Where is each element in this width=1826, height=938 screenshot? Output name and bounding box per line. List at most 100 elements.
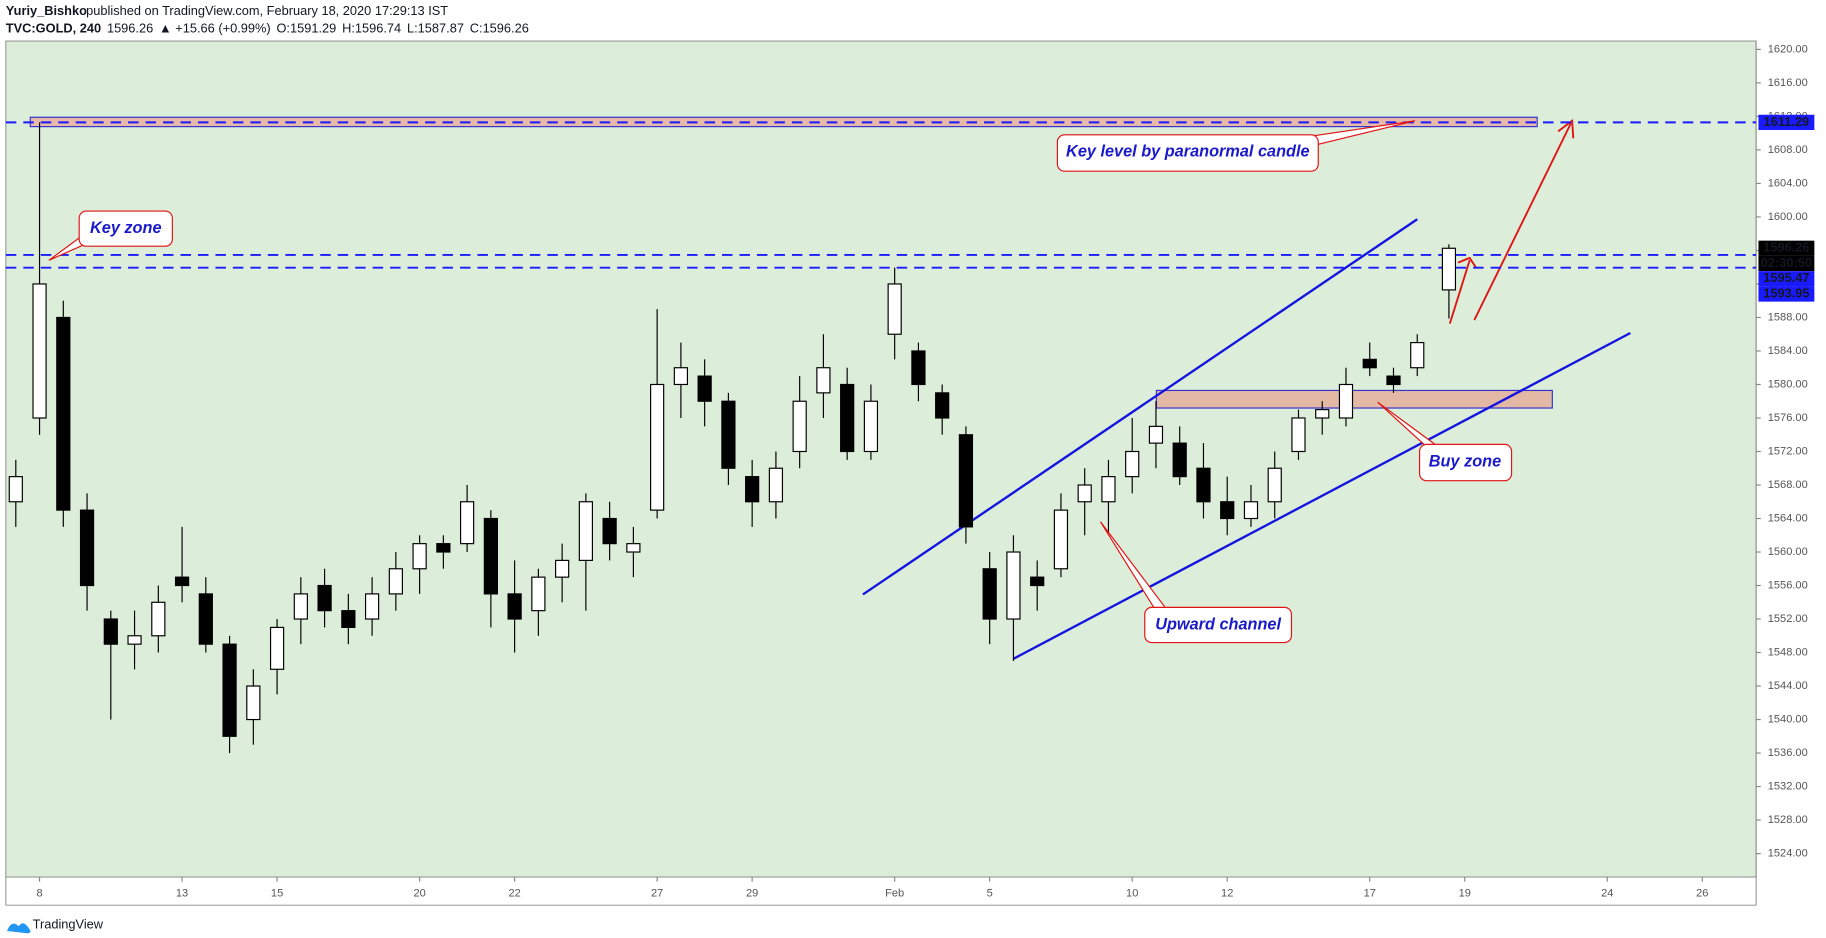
callout-text: Key zone	[90, 219, 162, 237]
callout-text: Buy zone	[1429, 452, 1501, 470]
level-badge: 1593.95	[1763, 285, 1809, 300]
x-tick-label: 5	[987, 887, 993, 899]
countdown: 02:30:50	[1761, 255, 1812, 270]
channel-line	[862, 218, 1418, 596]
y-tick-label: 1548.00	[1768, 646, 1808, 658]
candle-body	[483, 517, 498, 595]
callout-box	[78, 210, 173, 247]
y-tick-label: 1556.00	[1768, 579, 1808, 591]
candle-body	[1291, 417, 1306, 453]
x-tick-label: 24	[1601, 887, 1613, 899]
ohlc-key: C:	[470, 21, 483, 36]
candle-body	[1362, 358, 1377, 369]
candle-body	[650, 383, 665, 511]
ohlc-value: 1591.29	[290, 21, 336, 36]
y-tick-label: 1528.00	[1768, 814, 1808, 826]
candle-body	[887, 283, 902, 335]
candle-body	[958, 434, 974, 528]
footer-logo: TradingView	[6, 916, 104, 934]
candle-body	[1077, 484, 1092, 503]
candle-body	[364, 593, 380, 620]
candle-body	[863, 400, 879, 453]
candle-body	[1196, 467, 1211, 503]
x-tick-label: 29	[746, 887, 758, 899]
ohlc-key: H:	[342, 21, 355, 36]
candle-body	[1386, 375, 1401, 386]
callout-box	[1418, 443, 1513, 482]
candle-body	[1125, 450, 1140, 478]
y-tick-label: 1564.00	[1768, 512, 1808, 524]
candle-body	[8, 476, 23, 503]
last-price-badge-bg	[1758, 240, 1815, 256]
candle-body	[840, 383, 855, 453]
callout-text: Upward channel	[1155, 615, 1281, 633]
candle-body	[1410, 342, 1425, 369]
candle-body	[317, 584, 332, 612]
candle-body	[412, 543, 427, 570]
candle-body	[555, 559, 570, 578]
candle-body	[79, 509, 95, 587]
price-change: ▲ +15.66 (+0.99%)	[159, 21, 271, 36]
candle-body	[1148, 425, 1164, 444]
candle-body	[816, 367, 831, 394]
candle-body	[1006, 551, 1021, 620]
last-price: 1596.26	[107, 21, 153, 36]
candle-body	[792, 400, 807, 453]
ohlc-value: 1587.87	[418, 21, 464, 36]
arrow	[1448, 260, 1471, 324]
candle-body	[269, 626, 285, 670]
candle-body	[293, 593, 308, 620]
candle-body	[768, 467, 784, 503]
ohlc-value: 1596.74	[355, 21, 401, 36]
y-tick-label: 1540.00	[1768, 713, 1808, 725]
candle-body	[1101, 476, 1116, 503]
y-tick-label: 1608.00	[1768, 144, 1808, 156]
candle-body	[56, 316, 71, 511]
candle-body	[198, 593, 213, 645]
ohlc-value: 1596.26	[483, 21, 529, 36]
countdown-bg	[1758, 255, 1815, 272]
y-tick-label: 1544.00	[1768, 680, 1808, 692]
y-tick-label: 1560.00	[1768, 546, 1808, 558]
candle-body	[1220, 501, 1235, 520]
author: Yuriy_Bishko	[6, 3, 87, 18]
level-badge: 1595.47	[1763, 270, 1809, 285]
candle-body	[721, 400, 736, 469]
x-tick-label: 27	[651, 887, 663, 899]
candle-body	[246, 685, 261, 721]
candle-body	[341, 610, 356, 628]
level-badge-bg	[1758, 286, 1815, 302]
drawings	[5, 116, 1757, 660]
y-tick-label: 1580.00	[1768, 378, 1808, 390]
x-tick-label: 20	[413, 887, 425, 899]
x-tick-label: 26	[1696, 887, 1708, 899]
channel-line	[1012, 331, 1631, 660]
level-badge-bg	[1758, 271, 1815, 287]
last-price-badge: 1596.26	[1763, 240, 1809, 255]
candle-body	[911, 350, 926, 386]
ohlc-key: O:	[276, 21, 290, 36]
y-tick-label: 1600.00	[1768, 211, 1808, 223]
arrow-head	[1457, 256, 1478, 270]
candle-body	[673, 367, 689, 386]
ohlc-key: L:	[407, 21, 418, 36]
symbol-line: TVC:GOLD, 240 1596.26 ▲ +15.66 (+0.99%) O: 1…	[6, 21, 529, 36]
y-tick-label: 1604.00	[1768, 177, 1808, 189]
candle-body	[1315, 409, 1330, 419]
candle-body	[626, 543, 641, 553]
candle-body	[1030, 576, 1045, 587]
buy-zone	[1155, 389, 1553, 409]
candle-body	[602, 517, 617, 545]
x-tick-label: 8	[36, 887, 42, 899]
arrow-head	[1557, 118, 1575, 139]
candle-body	[32, 283, 47, 419]
candles	[8, 122, 1457, 754]
candle-body	[103, 618, 118, 645]
candle-body	[1267, 467, 1282, 503]
header-title: published on TradingView.com, February 1…	[86, 3, 448, 18]
candle-body	[388, 568, 403, 595]
candle-body	[531, 576, 546, 612]
y-tick-label: 1524.00	[1768, 847, 1808, 859]
x-tick-label: 17	[1364, 887, 1376, 899]
